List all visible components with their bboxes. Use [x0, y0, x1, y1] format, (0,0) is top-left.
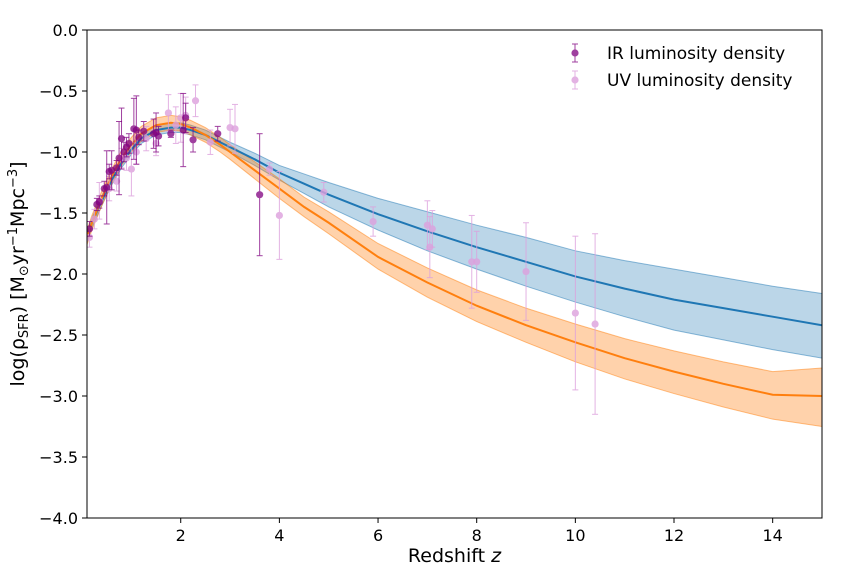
uv-point — [90, 208, 98, 230]
y-tick-label: −3.5 — [39, 448, 78, 467]
legend-label: UV luminosity density — [607, 71, 792, 91]
ir-point — [125, 133, 133, 154]
x-tick-label: 6 — [373, 526, 383, 545]
uv-point — [320, 182, 328, 203]
legend: IR luminosity density UV luminosity densi… — [571, 43, 792, 91]
legend-entry: UV luminosity density — [571, 70, 792, 91]
uv-point — [428, 210, 436, 248]
ir-point — [167, 129, 175, 138]
uv-point — [231, 103, 239, 154]
ir-point — [117, 107, 126, 170]
x-tick-label: 14 — [762, 526, 782, 545]
uv-point — [522, 222, 530, 321]
ir-point — [135, 129, 143, 146]
axes: 2 4 6 8 10 12 14 0.0 −0.5 −1.0 −1.5 −2.0 −2.5 −3.0 −3.… — [6, 21, 783, 567]
y-tick-label: 0.0 — [53, 21, 78, 40]
ir-point — [95, 195, 103, 209]
legend-entry: IR luminosity density — [571, 43, 785, 64]
legend-marker — [571, 70, 579, 90]
x-tick-label: 10 — [565, 526, 585, 545]
uv-point — [127, 141, 135, 197]
uv-point — [468, 214, 476, 309]
y-tick-label: −0.5 — [39, 82, 78, 101]
y-tick-label: −4.0 — [39, 509, 78, 528]
legend-label: IR luminosity density — [607, 44, 785, 64]
uv-point — [591, 233, 599, 415]
legend-marker — [571, 43, 579, 63]
uv-point — [275, 171, 283, 260]
x-tick-label: 4 — [274, 526, 284, 545]
ir-point — [154, 125, 163, 147]
ir-point — [214, 125, 222, 142]
y-tick-label: −1.5 — [39, 204, 78, 223]
uv-point — [369, 206, 377, 237]
uv-point — [473, 230, 481, 293]
uv-point — [191, 84, 200, 118]
ir-point — [115, 121, 123, 196]
x-tick-label: 2 — [176, 526, 186, 545]
y-axis-label: log(ρSFR) [M⊙yr−1Mpc−3] — [6, 161, 32, 386]
ir-point — [189, 127, 197, 153]
uv-point — [571, 235, 579, 391]
ir-point — [182, 102, 190, 133]
uv-point — [206, 129, 214, 155]
y-tick-label: −2.5 — [39, 326, 78, 345]
uv-point — [265, 162, 274, 176]
y-tick-label: −3.0 — [39, 387, 78, 406]
x-tick-label: 12 — [664, 526, 684, 545]
y-tick-label: −2.0 — [39, 265, 78, 284]
data-points — [87, 84, 599, 415]
y-tick-label: −1.0 — [39, 143, 78, 162]
x-tick-label: 8 — [472, 526, 482, 545]
x-axis-label: Redshift z — [408, 545, 502, 567]
ir-point — [179, 92, 187, 168]
ir-point — [140, 121, 148, 142]
uv-point — [172, 106, 180, 144]
ir-point — [256, 133, 264, 257]
